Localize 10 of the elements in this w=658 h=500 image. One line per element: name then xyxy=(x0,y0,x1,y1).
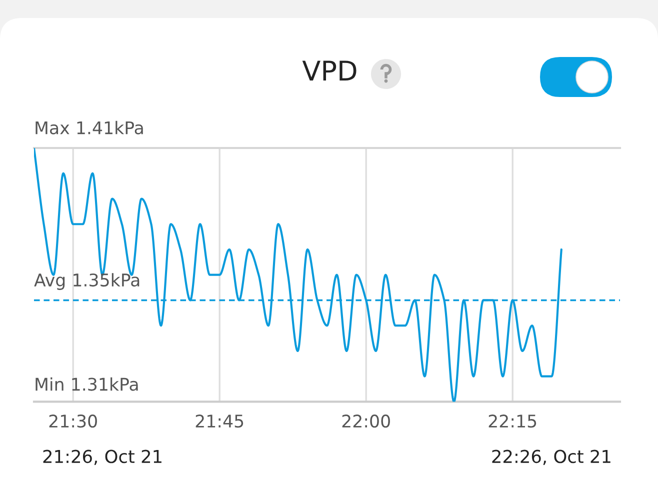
text: 21:26, Oct 21 xyxy=(43,450,162,465)
ref-line-label: Max 1.41kPa xyxy=(36,120,143,134)
chart-title: VPD xyxy=(302,60,356,80)
ref-line-label: Avg 1.35kPa xyxy=(34,273,140,290)
x-tick-label: 21:30 xyxy=(49,414,97,428)
x-tick-label: 22:00 xyxy=(342,414,390,428)
x-tick-label: 22:15 xyxy=(488,414,536,428)
text: 22:26, Oct 21 xyxy=(492,450,610,465)
annotation: Min 1.31kPa xyxy=(36,377,138,391)
x-tick-label: 21:45 xyxy=(196,414,244,428)
